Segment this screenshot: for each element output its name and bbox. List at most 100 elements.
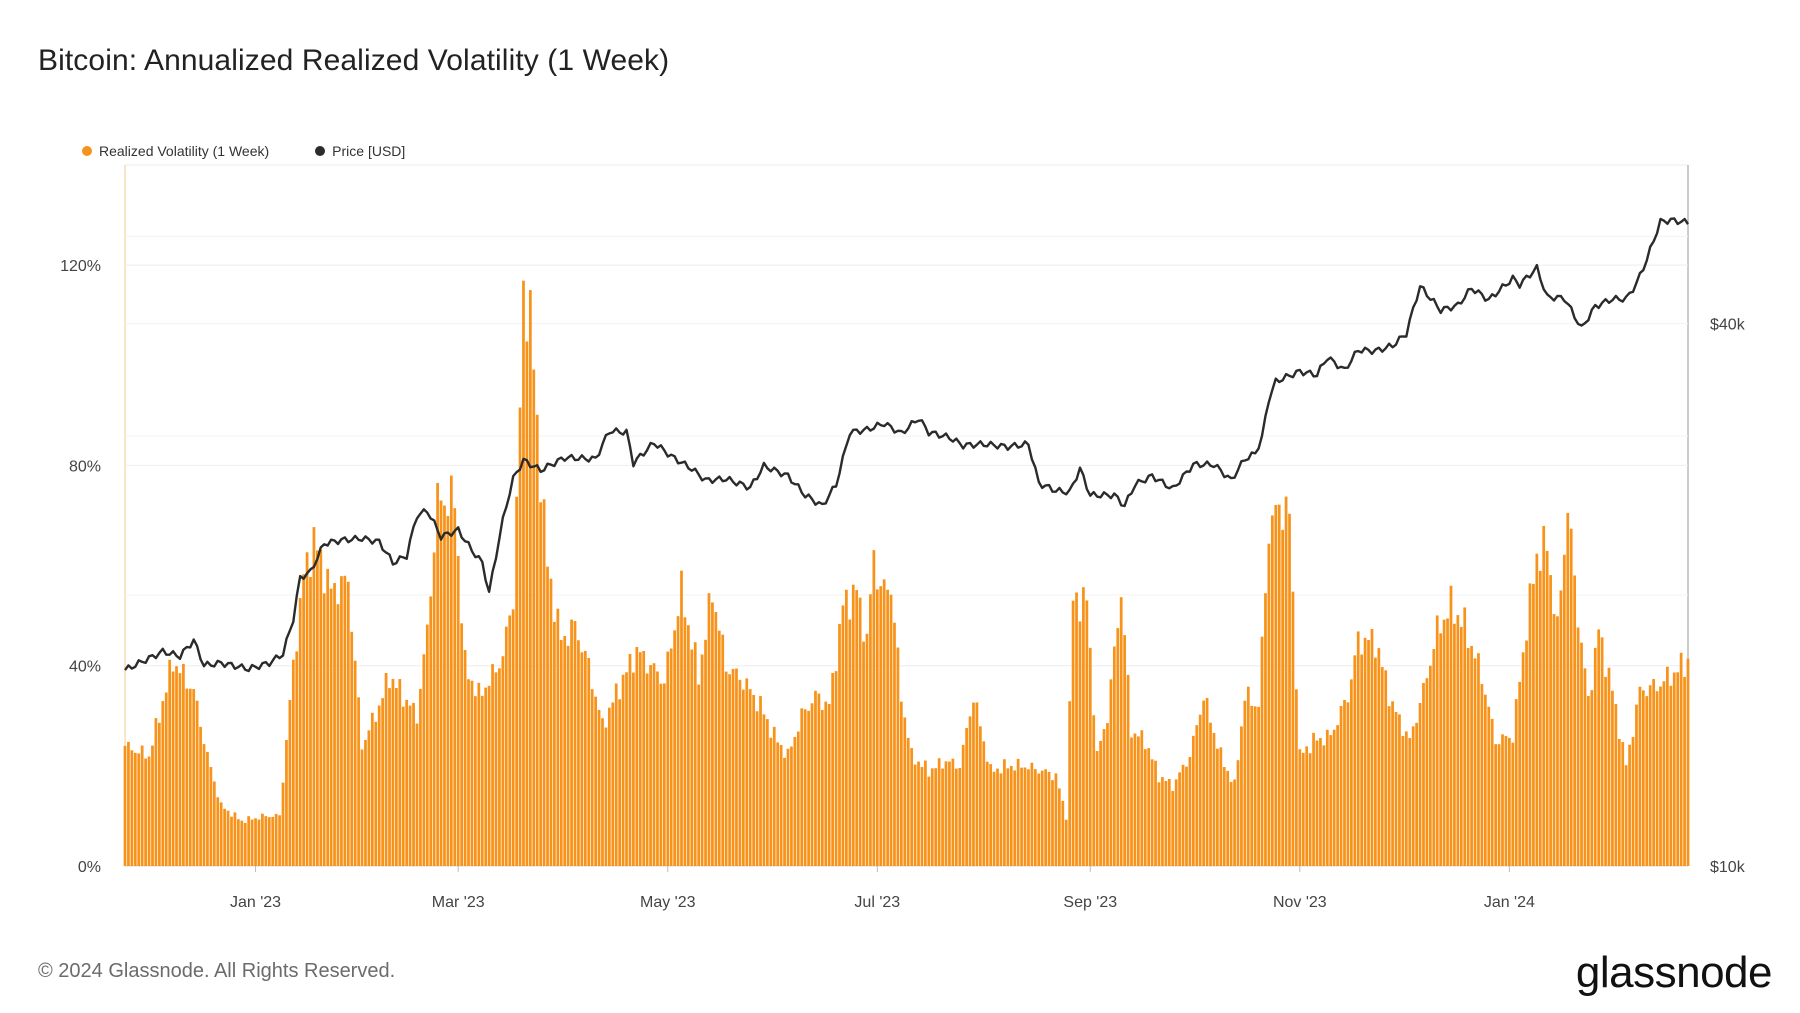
volatility-bar [357,697,360,866]
volatility-bar [872,550,876,866]
volatility-bar [1188,757,1192,866]
volatility-bar [1229,781,1233,866]
volatility-bar [1257,706,1260,866]
volatility-bar [1425,678,1429,866]
volatility-bar [535,414,539,866]
volatility-bar [1291,591,1295,866]
volatility-bar [573,621,577,866]
volatility-bar [511,609,515,866]
x-tick-label: Nov '23 [1273,894,1327,911]
volatility-bar [1391,701,1394,866]
volatility-bar [563,635,567,866]
volatility-bar [415,723,419,866]
volatility-bar [1157,782,1161,866]
volatility-bar [583,650,587,866]
volatility-bar [920,766,924,866]
volatility-bar [1628,744,1631,866]
volatility-bar [1140,730,1144,866]
glassnode-logo[interactable]: glassnode [1575,948,1773,997]
volatility-bar [1418,703,1422,866]
volatility-bar [1538,570,1542,866]
volatility-bar [559,639,563,866]
volatility-bar [1198,714,1202,866]
volatility-bar [443,505,446,866]
volatility-bar [1679,652,1683,866]
volatility-bar [1676,672,1680,866]
volatility-bar [1459,626,1463,866]
volatility-bar [759,696,762,866]
volatility-bar [1549,575,1552,866]
volatility-bar [243,822,247,866]
volatility-bar [748,689,752,866]
volatility-bar [1377,648,1381,866]
volatility-bar [1071,600,1075,866]
volatility-bar [951,758,955,866]
volatility-bar [1439,633,1443,866]
volatility-bar [178,673,182,866]
volatility-bar [1566,512,1570,866]
volatility-bar [755,711,759,866]
volatility-bar [1672,672,1676,866]
x-tick-label: Sep '23 [1063,894,1117,911]
volatility-bar [182,663,185,866]
volatility-bar [1490,718,1494,866]
legend-item-volatility[interactable]: Realized Volatility (1 Week) [82,143,269,159]
volatility-bar [542,499,546,866]
volatility-bar [652,663,656,866]
volatility-bar [1576,627,1580,866]
volatility-bar [329,588,333,866]
volatility-bar [1463,607,1467,866]
volatility-bar [1061,800,1065,866]
volatility-bar [1281,529,1285,866]
volatility-bar [903,717,907,866]
legend-dot-price [315,146,326,156]
volatility-bar [570,619,573,866]
volatility-bar [721,634,725,866]
volatility-bar [460,623,464,866]
volatility-bar [686,625,690,866]
legend-item-price[interactable]: Price [USD] [315,143,405,159]
volatility-bar [824,701,828,866]
volatility-bar [285,739,288,866]
volatility-bar [271,816,275,866]
volatility-bar [638,652,642,866]
volatility-bar [1659,686,1662,866]
volatility-bar [429,596,433,866]
volatility-bar [1301,752,1305,866]
volatility-bar [587,658,591,866]
x-tick-label: May '23 [640,894,696,911]
volatility-bar [827,704,831,866]
volatility-bar [865,633,869,866]
volatility-bar [353,660,357,866]
volatility-bar [370,712,374,866]
volatility-bar [968,716,972,866]
volatility-bar [267,817,271,866]
volatility-bar [683,617,687,866]
volatility-bar [147,756,151,866]
y-right-tick-label: $40k [1710,317,1746,334]
volatility-bar [274,813,278,866]
volatility-bar [948,761,951,866]
volatility-bar [776,742,780,866]
volatility-bar [1483,694,1487,866]
volatility-bar [1593,647,1597,866]
volatility-bar [607,707,611,866]
volatility-bar [621,674,625,866]
volatility-bar [1470,645,1473,866]
volatility-bar [202,744,206,866]
volatility-bar [1666,666,1669,866]
volatility-bar [1212,732,1216,866]
volatility-bar [1683,676,1686,866]
volatility-bar [1023,767,1027,866]
volatility-bar [1092,715,1096,866]
volatility-bar [728,674,731,866]
volatility-bar [305,552,309,866]
volatility-bar [333,583,336,866]
volatility-bar [144,758,147,866]
volatility-bar [614,683,618,866]
volatility-bar [127,741,130,866]
volatility-bar [1020,767,1023,866]
volatility-bar [456,555,460,866]
volatility-bar [869,594,872,866]
